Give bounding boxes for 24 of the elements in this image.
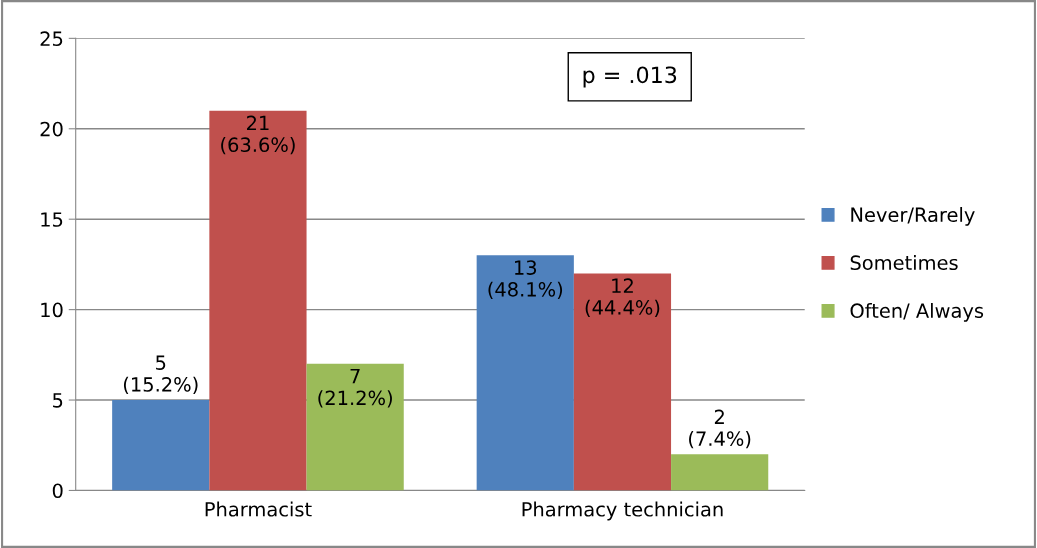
bar bbox=[573, 273, 672, 491]
y-tick-label: 10 bbox=[41, 302, 63, 318]
data-label: 5 (15.2%) bbox=[123, 355, 198, 395]
bar bbox=[476, 255, 574, 491]
data-label: 21 (63.6%) bbox=[221, 115, 295, 155]
y-tick-label: 5 bbox=[53, 393, 63, 408]
bar bbox=[671, 454, 769, 491]
legend-label: Often/ Always bbox=[850, 302, 984, 322]
annotation: p = .013 bbox=[583, 66, 677, 88]
x-tick-label: Pharmacy technician bbox=[522, 501, 723, 521]
y-tick-label: 20 bbox=[40, 121, 63, 137]
legend-label: Never/Rarely bbox=[851, 207, 975, 226]
bar bbox=[209, 110, 307, 491]
y-tick-label: 25 bbox=[40, 31, 63, 47]
data-label: 13 (48.1%) bbox=[488, 260, 563, 299]
data-label: 12 (44.4%) bbox=[585, 278, 660, 318]
y-tick-label: 15 bbox=[41, 212, 63, 227]
bar bbox=[306, 363, 404, 491]
y-tick-label: 0 bbox=[52, 483, 63, 499]
data-label: 2 (7.4%) bbox=[689, 409, 751, 449]
data-label: 7 (21.2%) bbox=[318, 368, 392, 408]
x-tick-label: Pharmacist bbox=[205, 501, 312, 517]
legend-label: Sometimes bbox=[850, 255, 958, 271]
bar bbox=[112, 400, 210, 491]
